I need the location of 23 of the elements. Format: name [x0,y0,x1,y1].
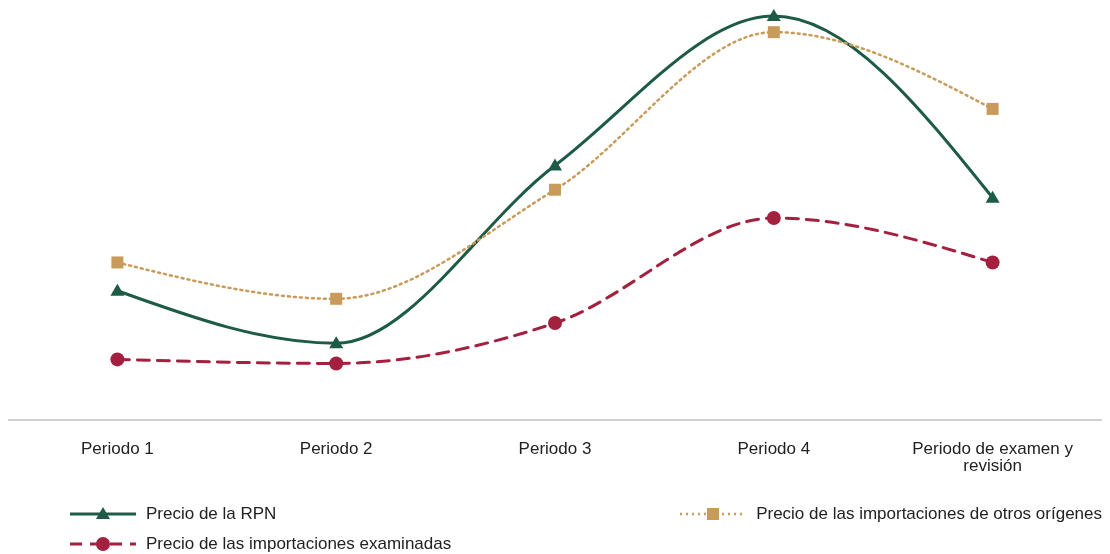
x-tick-label: Periodo 2 [299,439,373,459]
x-tick-label: Periodo de examen y revisión [912,439,1074,476]
point [548,316,562,331]
point [986,102,999,115]
point [766,9,781,21]
point [329,356,344,371]
point [329,336,344,349]
point [766,211,781,225]
x-tick-label: Periodo 4 [737,439,811,459]
point [110,283,125,296]
x-tick-label: Periodo 1 [81,439,154,459]
point [548,158,562,171]
legend-label: Precio de la RPN [146,504,277,524]
point [985,190,1000,203]
point [767,26,780,39]
point [549,183,561,196]
point [111,256,124,269]
x-tick-label: Periodo 3 [518,439,592,459]
point [110,352,125,367]
legend-label: Precio de las importaciones de otros orígenes [756,504,1102,524]
point [985,255,1000,270]
legend-label: Precio de las importaciones examinadas [146,534,452,554]
point [330,292,343,305]
